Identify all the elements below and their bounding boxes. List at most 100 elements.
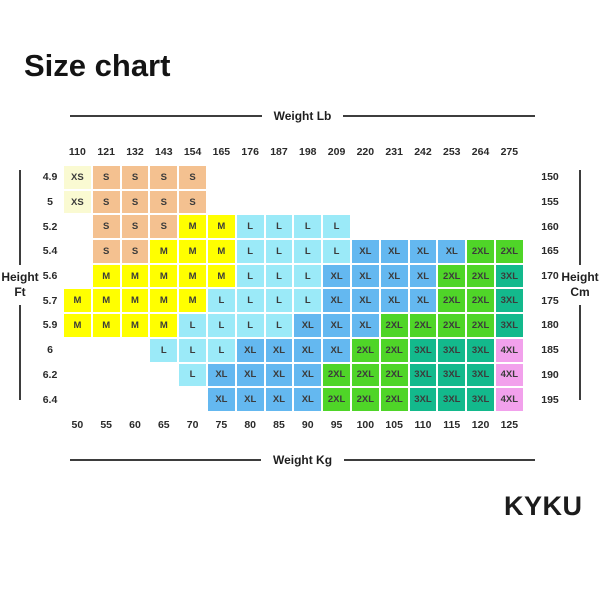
weight-kg-tick: 85 — [273, 419, 285, 431]
size-cell-m: M — [150, 289, 178, 313]
size-cell-xl: XL — [409, 264, 437, 288]
weight-lb-tick: 242 — [414, 146, 432, 158]
size-cell-m: M — [150, 314, 178, 337]
weight-lb-tick: 220 — [356, 146, 375, 158]
size-cell-l: L — [179, 338, 206, 362]
empty-cell — [208, 191, 235, 214]
size-cell-s: S — [179, 166, 206, 189]
height-cm-tick: 175 — [541, 294, 559, 307]
empty-cell — [352, 166, 379, 189]
empty-cell — [93, 388, 120, 411]
size-cell-xl: XL — [323, 264, 350, 288]
size-cell-m: M — [150, 264, 178, 288]
height-cm-tick: 195 — [541, 393, 559, 406]
empty-cell — [64, 240, 91, 263]
height-cm-tick: 190 — [541, 368, 559, 381]
size-cell-xl: XL — [380, 289, 408, 313]
size-cell-l: L — [236, 240, 264, 263]
weight-lb-tick: 121 — [97, 146, 115, 158]
size-cell-m: M — [150, 240, 178, 263]
brand-logo: KYKU — [504, 491, 583, 521]
size-cell-xl: XL — [380, 240, 408, 263]
size-cell-3xl: 3XL — [467, 388, 494, 411]
page-title: Size chart — [24, 48, 171, 83]
size-cell-m: M — [179, 289, 206, 313]
empty-cell — [64, 265, 91, 288]
axis-line-upper — [19, 170, 21, 265]
size-cell-xl: XL — [236, 388, 264, 411]
axis-line-right — [343, 115, 535, 117]
size-cell-s: S — [92, 166, 120, 189]
weight-lb-tick: 275 — [500, 146, 519, 158]
empty-cell — [323, 191, 350, 214]
size-cell-l: L — [265, 264, 293, 288]
height-cm-tick: 165 — [541, 245, 559, 258]
empty-cell — [93, 339, 120, 362]
axis-line-left — [70, 459, 261, 461]
size-cell-l: L — [236, 264, 264, 288]
weight-lb-tick: 165 — [212, 146, 231, 158]
size-cell-l: L — [294, 240, 322, 263]
size-cell-3xl: 3XL — [495, 314, 523, 337]
empty-cell — [294, 191, 321, 214]
size-cell-l: L — [294, 264, 322, 288]
size-cell-xl: XL — [236, 363, 264, 387]
size-cell-4xl: 4XL — [495, 388, 523, 411]
size-cell-l: L — [236, 314, 264, 337]
size-cell-xl: XL — [323, 338, 350, 362]
size-cell-l: L — [207, 338, 235, 362]
height-ft-tick: 6.2 — [42, 368, 58, 381]
weight-kg-tick: 55 — [100, 419, 113, 431]
size-cell-l: L — [294, 289, 322, 313]
size-cell-s: S — [121, 166, 149, 189]
size-cell-m: M — [92, 264, 120, 288]
size-cell-l: L — [207, 289, 235, 313]
empty-cell — [381, 191, 408, 214]
size-cell-xl: XL — [207, 388, 235, 411]
height-ft-axis: Height Ft — [0, 170, 40, 400]
axis-line-right — [344, 459, 536, 461]
size-cell-2xl: 2XL — [438, 289, 466, 313]
empty-cell — [64, 364, 91, 387]
size-cell-s: S — [179, 190, 206, 214]
size-cell-xl: XL — [351, 314, 379, 337]
size-cell-2xl: 2XL — [438, 264, 466, 288]
size-cell-4xl: 4XL — [495, 363, 523, 387]
empty-cell — [438, 166, 465, 189]
size-cell-l: L — [265, 240, 293, 263]
size-cell-l: L — [323, 215, 350, 239]
size-cell-xl: XL — [409, 240, 437, 263]
size-cell-xl: XL — [409, 289, 437, 313]
height-ft-tick: 4.9 — [42, 171, 58, 184]
size-cell-s: S — [92, 190, 120, 214]
empty-cell — [438, 191, 465, 214]
size-cell-2xl: 2XL — [467, 289, 494, 313]
weight-kg-tick: 50 — [71, 419, 84, 431]
size-cell-2xl: 2XL — [380, 314, 408, 337]
empty-cell — [266, 166, 293, 189]
height-cm-tick: 180 — [541, 319, 559, 332]
size-cell-l: L — [207, 314, 235, 337]
size-cell-3xl: 3XL — [438, 388, 466, 411]
size-cell-s: S — [150, 190, 178, 214]
size-cell-m: M — [207, 240, 235, 263]
height-cm-tick-col: 150 155 160 165 170 175 180 185 190 195 — [534, 166, 566, 411]
size-cell-l: L — [236, 215, 264, 239]
size-cell-s: S — [150, 215, 178, 239]
weight-lb-tick: 253 — [442, 146, 461, 158]
size-cell-m: M — [92, 314, 120, 337]
height-ft-label: Height Ft — [1, 265, 38, 305]
empty-cell — [438, 215, 465, 238]
size-cell-xl: XL — [294, 338, 322, 362]
size-cell-2xl: 2XL — [467, 240, 494, 263]
weight-lb-tick: 176 — [241, 146, 259, 158]
axis-line-lower — [579, 305, 581, 400]
height-ft-tick-col: 4.9 5 5.2 5.4 5.6 5.7 5.9 6 6.2 6.4 — [34, 166, 66, 411]
empty-cell — [410, 215, 437, 238]
axis-line-left — [70, 115, 262, 117]
weight-kg-tick: 115 — [443, 419, 461, 431]
size-cell-xl: XL — [236, 338, 264, 362]
weight-kg-label: Weight Kg — [272, 453, 333, 467]
size-cell-m: M — [121, 289, 149, 313]
empty-cell — [352, 215, 379, 238]
